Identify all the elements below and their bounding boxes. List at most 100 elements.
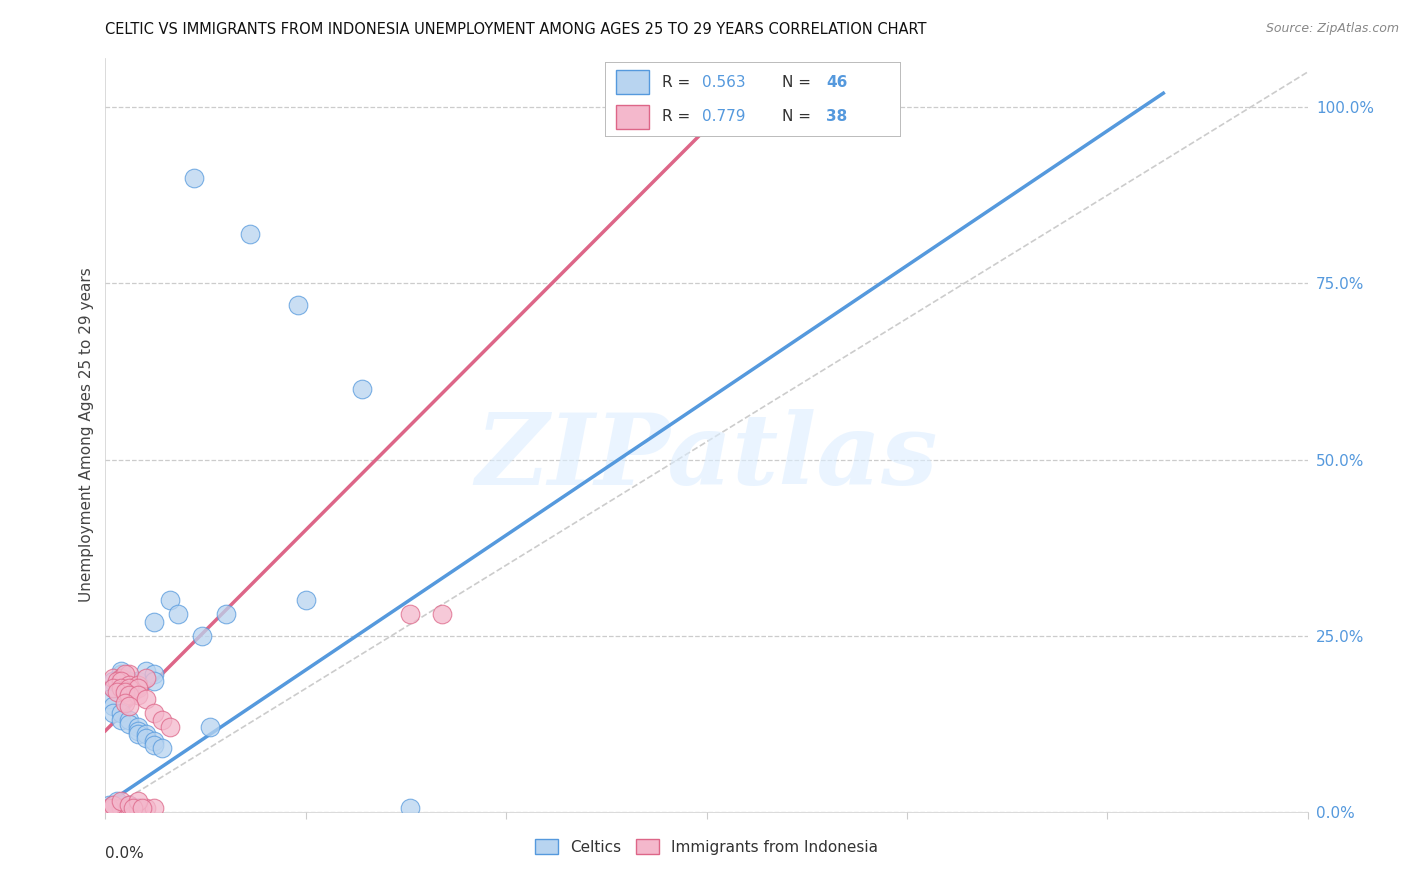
- Point: [430, 607, 453, 622]
- Text: ZIPatlas: ZIPatlas: [475, 409, 938, 506]
- Point: [118, 689, 141, 703]
- Point: [110, 664, 132, 678]
- Point: [198, 720, 221, 734]
- Point: [118, 797, 141, 812]
- Point: [142, 615, 165, 629]
- Point: [399, 801, 422, 815]
- Point: [142, 667, 165, 681]
- Point: [114, 667, 136, 681]
- Point: [110, 674, 132, 689]
- Point: [159, 720, 181, 734]
- Point: [127, 674, 149, 689]
- Text: Source: ZipAtlas.com: Source: ZipAtlas.com: [1265, 22, 1399, 36]
- Text: 38: 38: [827, 110, 848, 124]
- Point: [118, 699, 141, 714]
- Point: [287, 297, 309, 311]
- Point: [107, 674, 129, 689]
- Y-axis label: Unemployment Among Ages 25 to 29 years: Unemployment Among Ages 25 to 29 years: [79, 268, 94, 602]
- Point: [127, 723, 149, 738]
- Point: [142, 706, 165, 720]
- Point: [350, 382, 373, 396]
- Point: [103, 681, 125, 696]
- Point: [103, 699, 125, 714]
- Text: 0.563: 0.563: [702, 75, 745, 89]
- Point: [214, 607, 236, 622]
- Point: [135, 731, 157, 745]
- Point: [135, 692, 157, 706]
- Point: [118, 797, 141, 812]
- Point: [103, 706, 125, 720]
- Point: [135, 671, 157, 685]
- Point: [103, 681, 125, 696]
- Point: [122, 801, 145, 815]
- Point: [98, 692, 121, 706]
- Point: [103, 674, 125, 689]
- Point: [142, 734, 165, 748]
- Point: [110, 797, 132, 812]
- Point: [98, 801, 121, 815]
- Point: [135, 801, 157, 815]
- Point: [295, 593, 318, 607]
- Point: [127, 801, 149, 815]
- Point: [103, 671, 125, 685]
- Point: [127, 678, 149, 692]
- Point: [183, 170, 205, 185]
- Point: [118, 801, 141, 815]
- Point: [131, 801, 153, 815]
- Point: [114, 801, 136, 815]
- Point: [107, 685, 129, 699]
- Text: R =: R =: [662, 75, 696, 89]
- Point: [114, 696, 136, 710]
- Point: [110, 801, 132, 815]
- Point: [110, 713, 132, 727]
- Bar: [616, 70, 650, 94]
- Point: [142, 674, 165, 689]
- Point: [122, 801, 145, 815]
- Text: N =: N =: [782, 75, 815, 89]
- Point: [110, 794, 132, 808]
- Point: [118, 674, 141, 689]
- Point: [127, 720, 149, 734]
- Point: [142, 801, 165, 815]
- Point: [110, 706, 132, 720]
- Point: [103, 797, 125, 812]
- Point: [166, 607, 188, 622]
- Point: [118, 681, 141, 696]
- Point: [107, 794, 129, 808]
- Point: [118, 801, 141, 815]
- Legend: Celtics, Immigrants from Indonesia: Celtics, Immigrants from Indonesia: [529, 832, 884, 861]
- Point: [127, 689, 149, 703]
- Point: [127, 801, 149, 815]
- Point: [127, 681, 149, 696]
- Text: 0.0%: 0.0%: [105, 846, 145, 861]
- Point: [118, 713, 141, 727]
- Text: 46: 46: [827, 75, 848, 89]
- Point: [150, 713, 173, 727]
- Text: 0.779: 0.779: [702, 110, 745, 124]
- Point: [110, 667, 132, 681]
- Point: [103, 797, 125, 812]
- Point: [110, 671, 132, 685]
- Point: [150, 741, 173, 756]
- Text: CELTIC VS IMMIGRANTS FROM INDONESIA UNEMPLOYMENT AMONG AGES 25 TO 29 YEARS CORRE: CELTIC VS IMMIGRANTS FROM INDONESIA UNEM…: [105, 22, 927, 37]
- Point: [127, 727, 149, 741]
- Text: R =: R =: [662, 110, 696, 124]
- Point: [135, 664, 157, 678]
- Text: N =: N =: [782, 110, 815, 124]
- Point: [110, 681, 132, 696]
- Point: [103, 801, 125, 815]
- Point: [135, 727, 157, 741]
- Point: [190, 629, 212, 643]
- Point: [118, 678, 141, 692]
- Point: [239, 227, 262, 241]
- Point: [127, 794, 149, 808]
- Point: [399, 607, 422, 622]
- Point: [142, 738, 165, 752]
- Point: [114, 685, 136, 699]
- Point: [118, 716, 141, 731]
- Point: [118, 667, 141, 681]
- Point: [159, 593, 181, 607]
- Point: [98, 797, 121, 812]
- Bar: [616, 105, 650, 129]
- Point: [107, 801, 129, 815]
